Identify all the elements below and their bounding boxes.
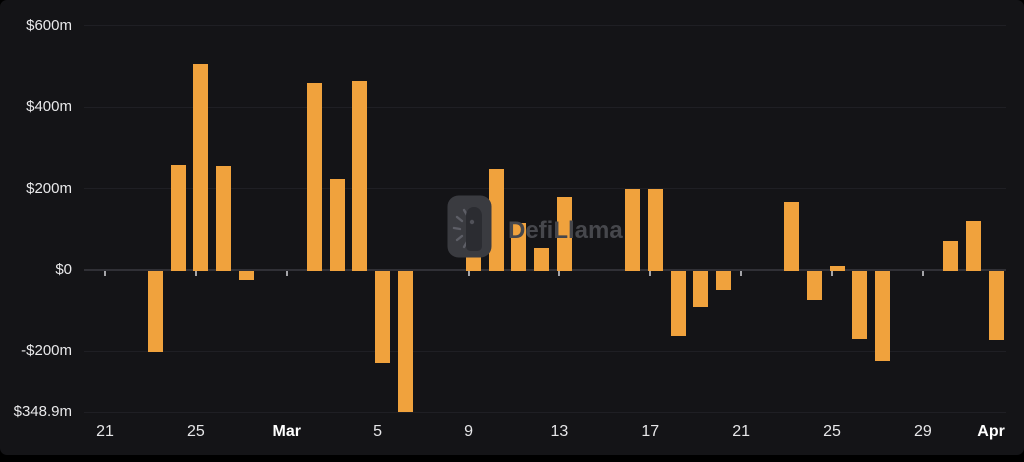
x-axis-tick xyxy=(740,271,743,276)
x-axis-label: 29 xyxy=(914,423,932,440)
bar[interactable] xyxy=(375,271,391,363)
bar[interactable] xyxy=(715,271,731,290)
bar[interactable] xyxy=(647,189,663,271)
bar[interactable] xyxy=(874,271,890,361)
bar[interactable] xyxy=(352,81,368,271)
x-axis-tick xyxy=(558,271,561,276)
gridline xyxy=(84,188,1006,190)
bar[interactable] xyxy=(625,189,641,271)
x-axis-tick xyxy=(831,271,834,276)
bar[interactable] xyxy=(329,179,345,271)
bar[interactable] xyxy=(170,165,186,271)
x-axis-tick xyxy=(467,271,470,276)
x-axis-tick xyxy=(285,271,288,276)
bar[interactable] xyxy=(784,201,800,271)
gridline xyxy=(84,106,1006,108)
y-axis-label: $600m xyxy=(26,16,72,34)
bar[interactable] xyxy=(670,271,686,336)
x-axis-label: Mar xyxy=(272,423,301,440)
x-axis-tick xyxy=(104,271,106,276)
x-axis-tick xyxy=(649,271,652,276)
x-axis-label: 13 xyxy=(550,423,569,440)
x-axis-label: 17 xyxy=(641,423,660,440)
bar[interactable] xyxy=(511,222,527,271)
bar[interactable] xyxy=(466,202,482,271)
x-axis-label: 9 xyxy=(464,423,473,440)
y-axis-label: $348.9m xyxy=(13,403,72,420)
bar[interactable] xyxy=(829,265,845,271)
x-axis-tick xyxy=(194,271,197,276)
bar[interactable] xyxy=(556,196,572,271)
bar[interactable] xyxy=(806,271,822,301)
gridline xyxy=(84,25,1006,27)
bar[interactable] xyxy=(943,241,959,271)
y-axis-label: $400m xyxy=(26,98,72,116)
bar[interactable] xyxy=(488,169,504,271)
bar[interactable] xyxy=(534,248,550,271)
bar[interactable] xyxy=(238,271,254,281)
x-axis-label: 21 xyxy=(96,423,114,440)
gridline xyxy=(84,350,1006,352)
bar[interactable] xyxy=(988,271,1004,340)
bar[interactable] xyxy=(693,271,709,307)
x-axis-label: Apr xyxy=(977,423,1005,440)
bar[interactable] xyxy=(216,166,232,271)
x-axis-label: 21 xyxy=(732,423,751,440)
x-axis-label: 25 xyxy=(186,423,205,440)
y-axis-label: $200m xyxy=(26,179,72,197)
x-axis-label: 25 xyxy=(823,423,841,440)
y-axis-label: $0 xyxy=(55,261,72,278)
bar[interactable] xyxy=(397,271,413,412)
gridline xyxy=(84,411,1006,413)
bar[interactable] xyxy=(965,221,981,271)
bar[interactable] xyxy=(147,271,163,353)
bar[interactable] xyxy=(306,83,322,271)
x-axis-tick xyxy=(921,271,924,276)
bar[interactable] xyxy=(852,271,868,340)
y-axis-label: -$200m xyxy=(21,342,72,360)
bar[interactable] xyxy=(193,64,209,271)
x-axis-label: 5 xyxy=(373,423,383,440)
